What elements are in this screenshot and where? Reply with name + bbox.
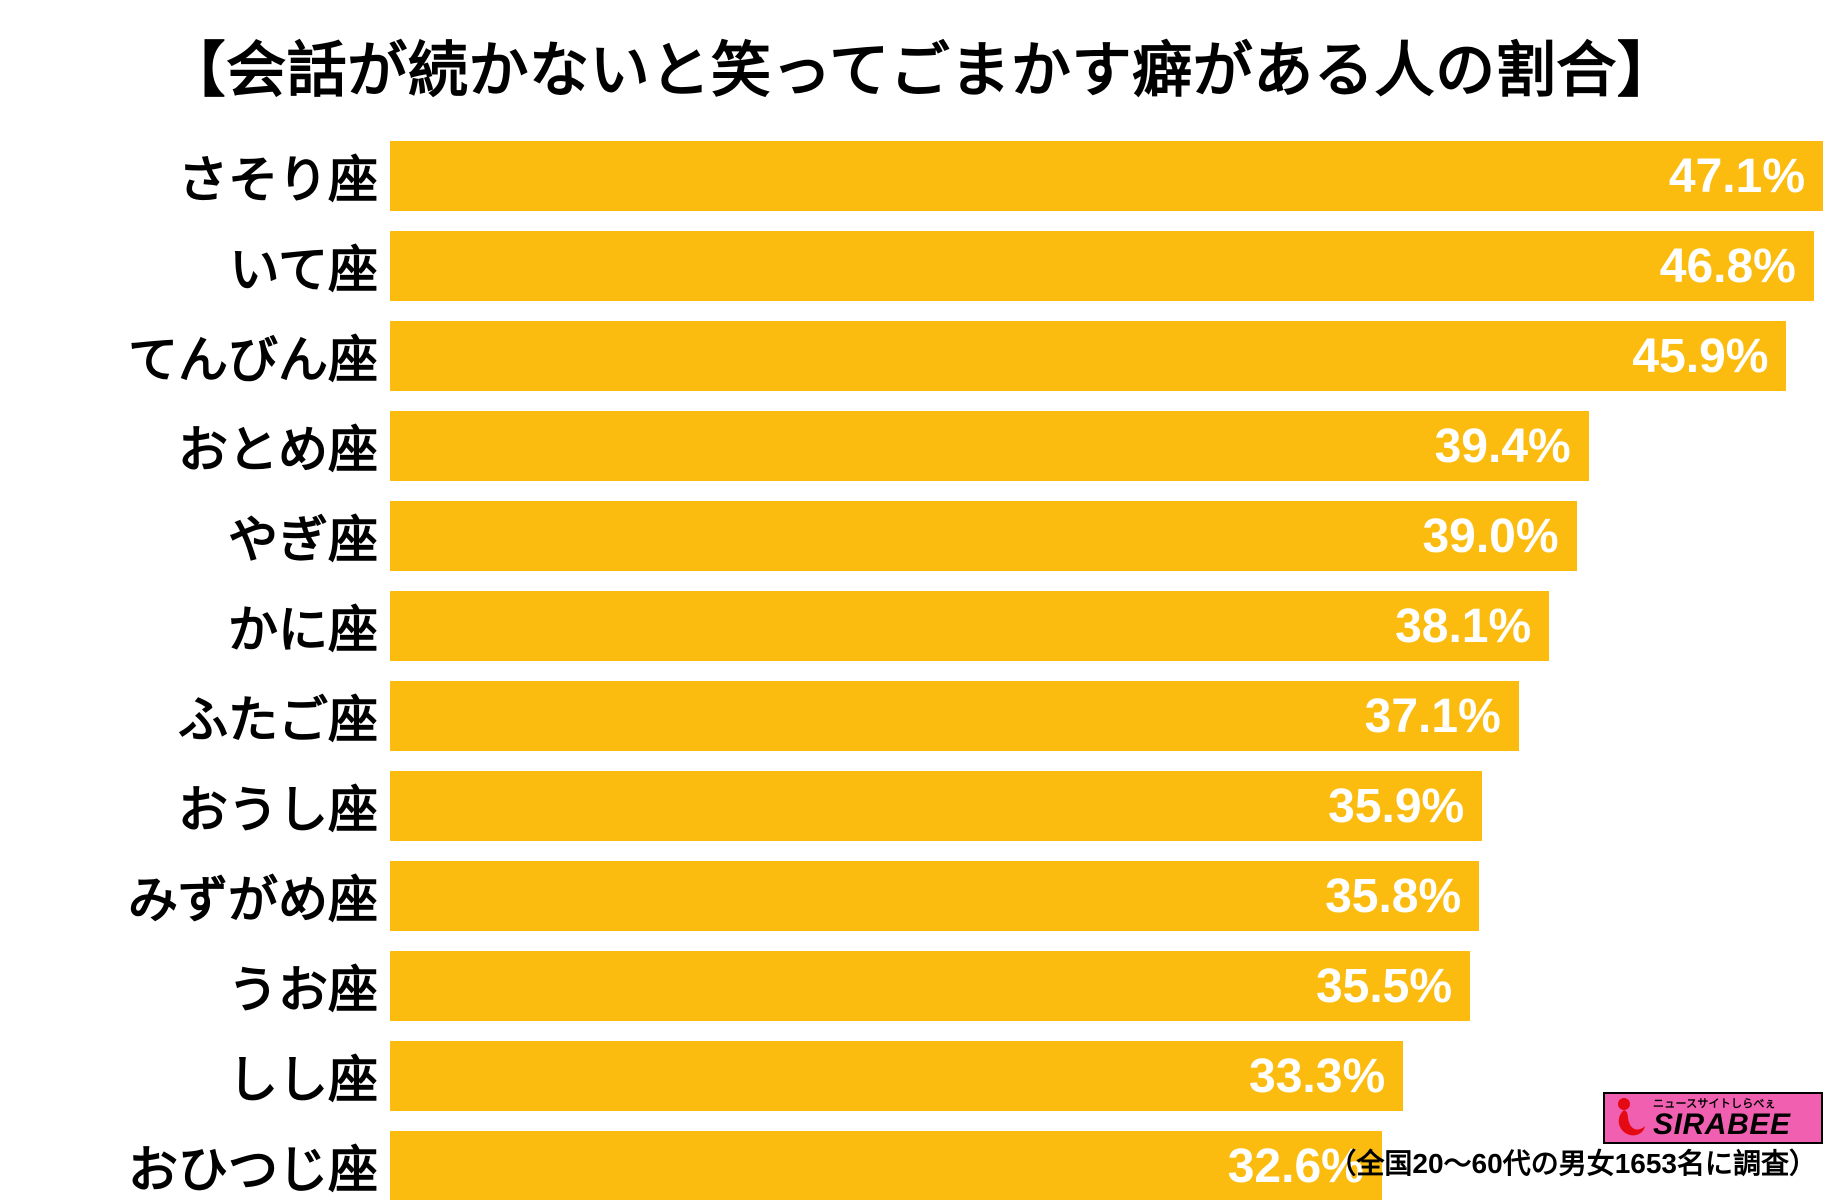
category-label: みずがめ座 — [20, 860, 390, 932]
bar: 47.1% — [390, 141, 1823, 211]
source-logo: ニュースサイトしらべぇ SIRABEE — [1603, 1092, 1823, 1144]
category-label: かに座 — [20, 590, 390, 662]
bar-row: おうし座35.9% — [20, 761, 1823, 851]
category-label: おとめ座 — [20, 410, 390, 482]
category-label: ふたご座 — [20, 680, 390, 752]
bar-track: 39.0% — [390, 491, 1823, 581]
category-label: やぎ座 — [20, 500, 390, 572]
bar-row: かに座38.1% — [20, 581, 1823, 671]
bar-row: てんびん座45.9% — [20, 311, 1823, 401]
bar: 35.5% — [390, 951, 1470, 1021]
bar: 46.8% — [390, 231, 1814, 301]
bar-track: 46.8% — [390, 221, 1823, 311]
logo-main-text: SIRABEE — [1653, 1110, 1791, 1140]
bar-row: おとめ座39.4% — [20, 401, 1823, 491]
bar: 37.1% — [390, 681, 1519, 751]
bar-row: しし座33.3% — [20, 1031, 1823, 1121]
bar-chart: さそり座47.1%いて座46.8%てんびん座45.9%おとめ座39.4%やぎ座3… — [20, 131, 1823, 1200]
bar: 33.3% — [390, 1041, 1403, 1111]
chart-title: 【会話が続かないと笑ってごまかす癖がある人の割合】 — [20, 22, 1823, 109]
bar: 45.9% — [390, 321, 1786, 391]
bar-row: ふたご座37.1% — [20, 671, 1823, 761]
bar: 39.0% — [390, 501, 1577, 571]
survey-footnote: （全国20〜60代の男女1653名に調査） — [1328, 1142, 1817, 1182]
bar-track: 35.8% — [390, 851, 1823, 941]
logo-mark-icon — [1609, 1096, 1649, 1140]
bar-row: さそり座47.1% — [20, 131, 1823, 221]
category-label: うお座 — [20, 950, 390, 1022]
bar-row: やぎ座39.0% — [20, 491, 1823, 581]
bar-track: 35.9% — [390, 761, 1823, 851]
category-label: おひつじ座 — [20, 1130, 390, 1200]
bar-row: うお座35.5% — [20, 941, 1823, 1031]
bar-track: 45.9% — [390, 311, 1823, 401]
bar: 32.6% — [390, 1131, 1382, 1200]
bar: 35.8% — [390, 861, 1479, 931]
logo-text: ニュースサイトしらべぇ SIRABEE — [1653, 1099, 1791, 1140]
bar: 35.9% — [390, 771, 1482, 841]
chart-container: 【会話が続かないと笑ってごまかす癖がある人の割合】 さそり座47.1%いて座46… — [0, 0, 1843, 1200]
category-label: てんびん座 — [20, 320, 390, 392]
category-label: おうし座 — [20, 770, 390, 842]
bar-track: 47.1% — [390, 131, 1823, 221]
bar-track: 38.1% — [390, 581, 1823, 671]
bar-row: いて座46.8% — [20, 221, 1823, 311]
bar-track: 37.1% — [390, 671, 1823, 761]
bar-track: 39.4% — [390, 401, 1823, 491]
bar-track: 35.5% — [390, 941, 1823, 1031]
bar: 39.4% — [390, 411, 1589, 481]
bar: 38.1% — [390, 591, 1549, 661]
category-label: いて座 — [20, 230, 390, 302]
category-label: しし座 — [20, 1040, 390, 1112]
category-label: さそり座 — [20, 140, 390, 212]
bar-row: みずがめ座35.8% — [20, 851, 1823, 941]
